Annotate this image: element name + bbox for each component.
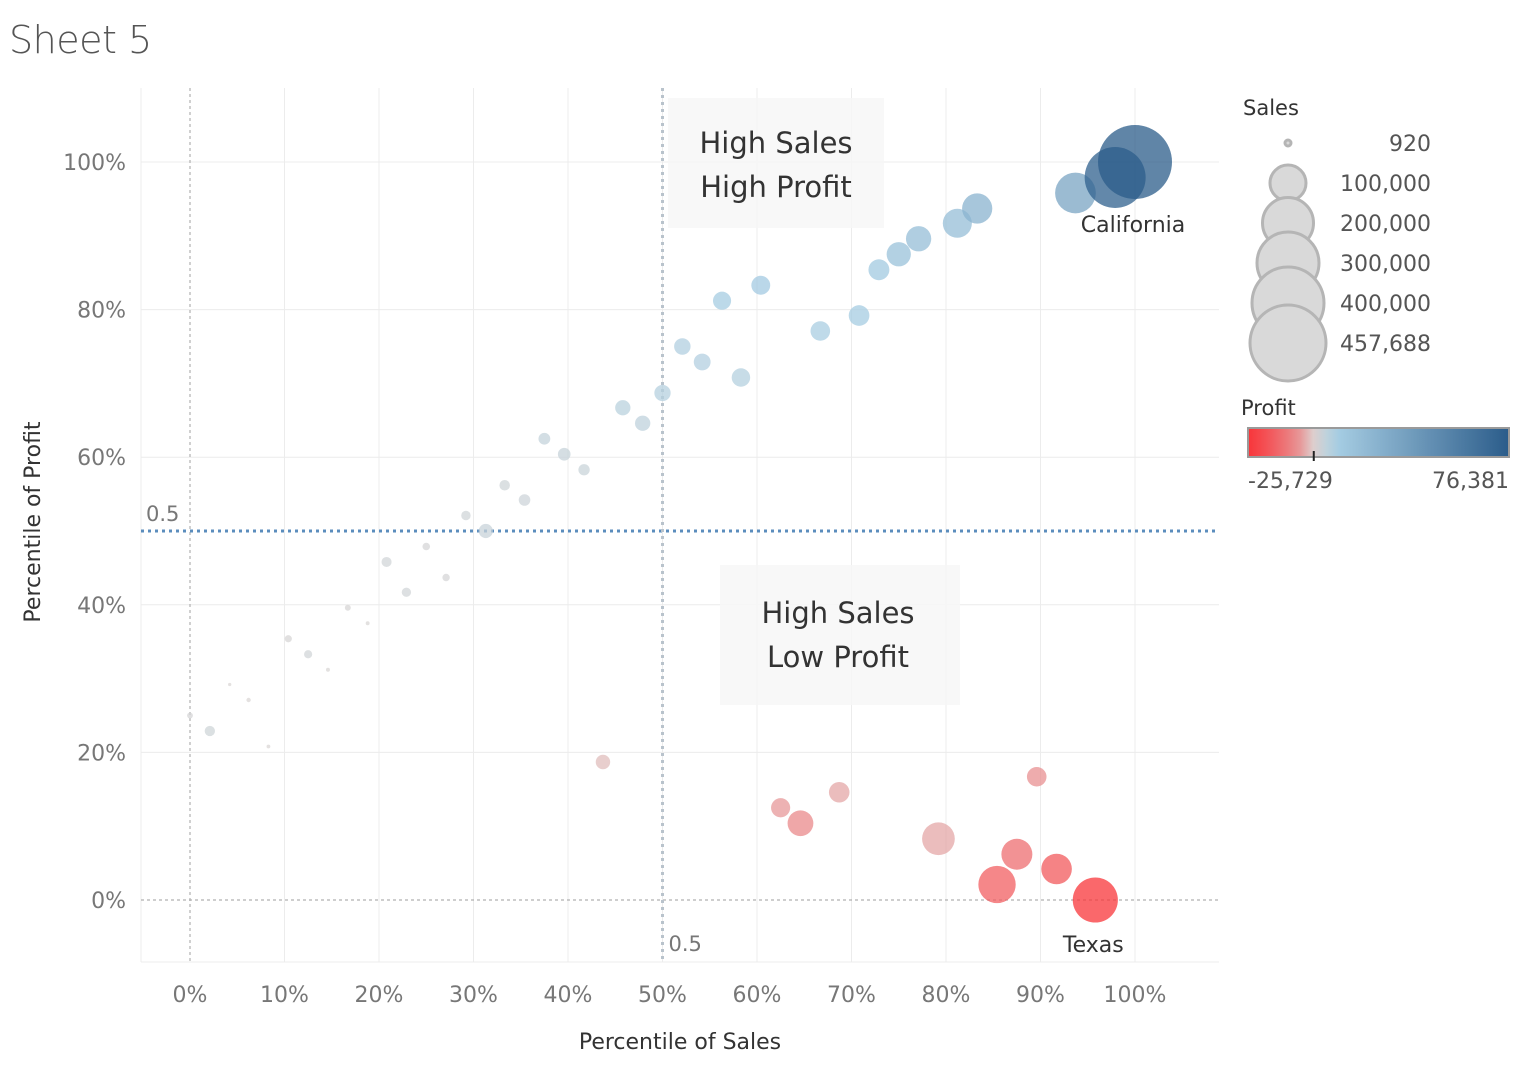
data-point-ar bbox=[538, 432, 551, 445]
y-tick-label: 100% bbox=[63, 151, 126, 176]
data-point-dc bbox=[187, 712, 193, 719]
data-point-me bbox=[365, 621, 370, 626]
data-point-in bbox=[905, 226, 932, 252]
x-axis-title: Percentile of Sales bbox=[579, 1030, 781, 1055]
x-tick-label: 40% bbox=[544, 983, 593, 1008]
data-point-md bbox=[693, 353, 711, 371]
color-legend-title: Profit bbox=[1241, 396, 1296, 420]
data-point-ms bbox=[578, 464, 590, 476]
y-tick-label: 80% bbox=[77, 299, 126, 324]
profit-reference-label: 0.5 bbox=[146, 502, 179, 526]
annotation-box bbox=[720, 565, 960, 705]
annotation-box bbox=[668, 98, 884, 228]
y-axis-title: Percentile of Profit bbox=[21, 421, 46, 622]
data-point-id bbox=[284, 635, 292, 643]
data-point-nc bbox=[787, 810, 814, 837]
size-legend-circle bbox=[1268, 163, 1308, 203]
color-legend-max-label: 76,381 bbox=[1432, 469, 1509, 494]
size-legend-label: 100,000 bbox=[1340, 172, 1431, 197]
data-point-fl bbox=[922, 822, 955, 856]
data-point-ri bbox=[674, 338, 691, 355]
y-tick-label: 60% bbox=[77, 446, 126, 471]
size-legend-circle bbox=[1248, 303, 1328, 383]
point-label: Texas bbox=[1062, 933, 1124, 958]
data-point-ut bbox=[518, 494, 531, 506]
data-point-nj bbox=[848, 305, 870, 326]
annotation-text: Low Profit bbox=[767, 640, 909, 674]
data-point-il bbox=[1001, 838, 1033, 870]
data-point-nv bbox=[478, 523, 493, 539]
data-point-vt bbox=[204, 725, 216, 737]
x-tick-label: 100% bbox=[1104, 983, 1167, 1008]
size-legend-label: 920 bbox=[1389, 132, 1431, 157]
data-point-mn bbox=[751, 275, 771, 295]
data-point-ks bbox=[344, 604, 351, 611]
y-tick-label: 0% bbox=[91, 889, 126, 914]
x-tick-label: 20% bbox=[355, 983, 404, 1008]
size-legend-circle bbox=[1283, 138, 1293, 148]
size-legend-label: 300,000 bbox=[1340, 252, 1431, 277]
data-point-al bbox=[615, 400, 631, 416]
color-legend-min-label: -25,729 bbox=[1248, 469, 1333, 494]
data-point-wv bbox=[266, 744, 271, 749]
data-point-az bbox=[828, 781, 850, 803]
data-point-wy bbox=[246, 697, 251, 703]
data-point-tn bbox=[771, 798, 791, 818]
data-point-sd bbox=[325, 667, 330, 672]
color-legend-bar bbox=[1247, 427, 1510, 458]
size-legend-label: 457,688 bbox=[1340, 332, 1431, 357]
data-point-sc bbox=[381, 556, 392, 568]
x-tick-label: 70% bbox=[827, 983, 876, 1008]
x-tick-label: 90% bbox=[1016, 983, 1065, 1008]
data-point-ma bbox=[731, 368, 751, 387]
y-tick-label: 40% bbox=[77, 594, 126, 619]
point-label: California bbox=[1081, 213, 1185, 238]
data-point-ok bbox=[634, 415, 651, 431]
size-legend-label: 200,000 bbox=[1340, 212, 1431, 237]
size-legend-label: 400,000 bbox=[1340, 292, 1431, 317]
legends: Sales 920 100,000 200,000 300,000 400,000 457,… bbox=[1241, 96, 1510, 494]
sheet-title: Sheet 5 bbox=[9, 18, 152, 62]
data-point-mo bbox=[654, 384, 671, 402]
x-tick-label: 0% bbox=[173, 983, 208, 1008]
data-point-tx bbox=[1072, 877, 1118, 923]
data-point-nh bbox=[401, 587, 412, 597]
size-legend-title: Sales bbox=[1243, 96, 1299, 120]
data-point-de bbox=[712, 291, 732, 310]
data-point-mt bbox=[304, 650, 313, 659]
plot-area: 0.5 0.5 High Sales High Profit High Sales Low… bbox=[21, 88, 1219, 1055]
data-point-pa bbox=[978, 865, 1016, 904]
data-point-mi bbox=[962, 193, 993, 224]
sales-reference-label: 0.5 bbox=[669, 932, 702, 956]
data-point-co bbox=[1026, 766, 1047, 787]
x-tick-label: 80% bbox=[922, 983, 971, 1008]
data-point-or bbox=[595, 754, 611, 770]
x-tick-label: 30% bbox=[449, 983, 498, 1008]
data-point-oh bbox=[1041, 853, 1072, 885]
annotation-text: High Profit bbox=[700, 170, 852, 204]
data-point-ia bbox=[442, 573, 450, 582]
data-point-ct bbox=[557, 447, 571, 461]
data-point-nd bbox=[228, 682, 232, 687]
annotation-text: High Sales bbox=[699, 126, 852, 160]
x-tick-label: 50% bbox=[638, 983, 687, 1008]
data-point-ga bbox=[886, 242, 911, 267]
data-point-nm bbox=[422, 542, 431, 551]
data-point-wi bbox=[810, 321, 831, 341]
data-point-ca bbox=[1098, 125, 1172, 199]
data-point-ne bbox=[461, 510, 471, 521]
y-tick-label: 20% bbox=[77, 741, 126, 766]
x-tick-label: 10% bbox=[260, 983, 309, 1008]
data-point-la bbox=[499, 479, 510, 491]
data-point-ky bbox=[868, 259, 890, 281]
annotation-text: High Sales bbox=[761, 596, 914, 630]
x-tick-label: 60% bbox=[733, 983, 782, 1008]
